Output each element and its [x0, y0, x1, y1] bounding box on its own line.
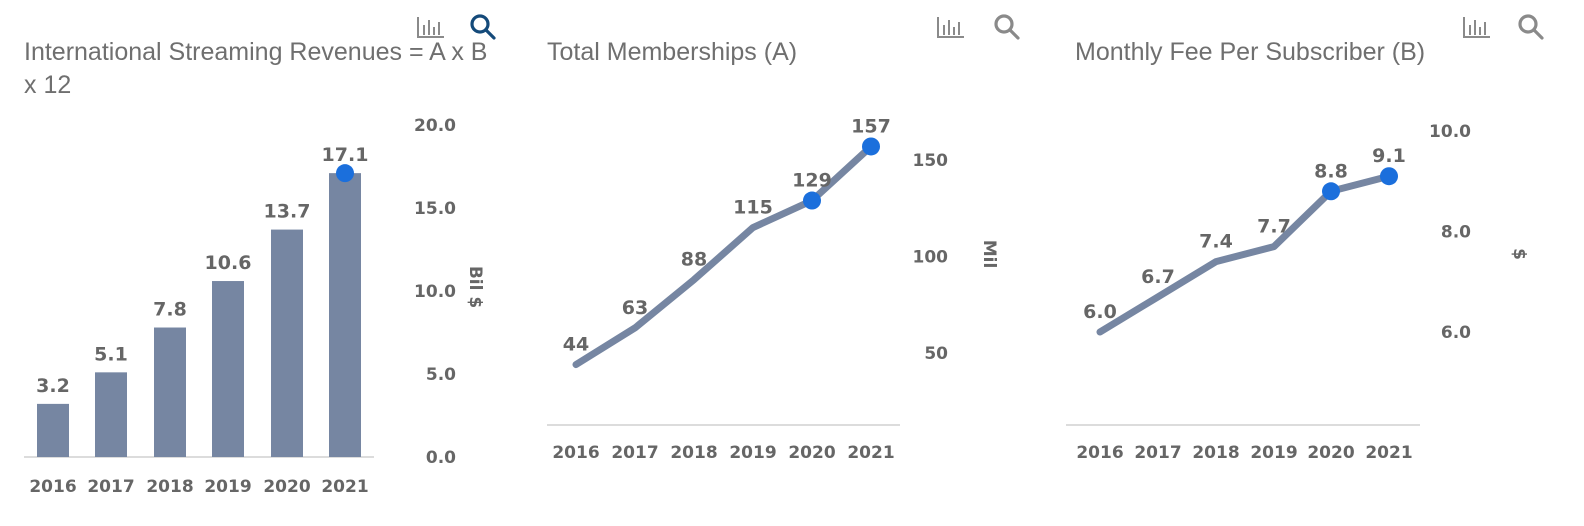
data-label: 7.8	[153, 299, 187, 321]
chart-title: Monthly Fee Per Subscriber (B)	[1075, 38, 1426, 66]
data-label: 5.1	[94, 343, 128, 365]
magnifier-icon[interactable]	[990, 10, 1024, 44]
chart-title: International Streaming Revenues = A x B…	[24, 38, 488, 99]
highlight-point	[862, 137, 880, 156]
y-tick-label: 8.0	[1441, 223, 1471, 243]
data-label: 7.7	[1257, 216, 1291, 238]
y-axis-unit-label: Mil	[979, 240, 999, 269]
x-tick-label: 2019	[1250, 443, 1297, 463]
monthly-fee-line-chart: 6.0 8.0 10.0 $2016 2017 2018 2019 2020 2021 6.0 6.…	[1066, 122, 1529, 463]
data-label: 44	[563, 334, 589, 356]
y-tick-label: 20.0	[414, 116, 456, 136]
monthly-fee-chart-panel: Monthly Fee Per Subscriber (B) 6.0 8.0 10.…	[1056, 0, 1584, 526]
data-label: 10.6	[205, 252, 252, 274]
chart-title: Total Memberships (A)	[547, 38, 798, 66]
x-tick-label: 2018	[146, 477, 193, 497]
bar-chart-icon[interactable]	[1460, 10, 1494, 44]
bar	[271, 229, 303, 457]
data-label: 63	[622, 297, 648, 319]
data-label: 88	[681, 249, 707, 271]
y-tick-label: 0.0	[426, 448, 456, 468]
y-axis-unit-label: $	[1509, 248, 1529, 260]
revenue-chart-panel: International Streaming Revenues = A x B…	[0, 0, 528, 526]
highlight-point	[1322, 182, 1340, 201]
bar	[154, 327, 186, 457]
x-tick-label: 2017	[611, 443, 658, 463]
data-label: 8.8	[1314, 160, 1348, 182]
x-tick-label: 2021	[1365, 443, 1412, 463]
data-label: 6.0	[1083, 301, 1117, 323]
bar-chart-icon[interactable]	[414, 10, 448, 44]
x-tick-label: 2018	[1192, 443, 1239, 463]
bar	[329, 173, 361, 457]
bar	[95, 372, 127, 457]
bar	[212, 281, 244, 457]
y-tick-label: 10.0	[414, 282, 456, 302]
x-tick-label: 2019	[204, 477, 251, 497]
data-label: 115	[733, 197, 773, 219]
x-tick-label: 2020	[1307, 443, 1354, 463]
x-tick-label: 2017	[87, 477, 134, 497]
data-label: 17.1	[322, 144, 369, 166]
x-tick-label: 2016	[552, 443, 599, 463]
data-label: 129	[792, 170, 832, 192]
y-tick-label: 6.0	[1441, 323, 1471, 343]
data-label: 7.4	[1199, 231, 1233, 253]
highlight-point	[803, 191, 821, 210]
y-tick-label: 100	[913, 248, 949, 268]
magnifier-icon[interactable]	[1514, 10, 1548, 44]
memberships-chart-panel: Total Memberships (A) 50 100 150 Mil 2016 201…	[528, 0, 1056, 526]
data-label: 9.1	[1372, 145, 1406, 167]
magnifier-icon[interactable]	[466, 10, 500, 44]
data-label: 13.7	[264, 201, 311, 223]
data-label: 3.2	[36, 375, 70, 397]
y-tick-label: 50	[924, 344, 948, 364]
x-tick-label: 2021	[321, 477, 368, 497]
x-tick-label: 2019	[729, 443, 776, 463]
memberships-line-chart: 50 100 150 Mil 2016 2017 2018 2019 2020 2021 44 63 8…	[547, 115, 999, 463]
highlight-point	[336, 164, 354, 183]
y-tick-label: 150	[913, 151, 949, 171]
data-label: 6.7	[1141, 266, 1175, 288]
y-tick-label: 5.0	[426, 365, 456, 385]
revenue-bar-chart: 0.0 5.0 10.0 15.0 20.0 Bil $ 2016 2017 2018 2019 2…	[24, 116, 485, 497]
y-tick-label: 10.0	[1429, 122, 1471, 142]
y-tick-label: 15.0	[414, 199, 456, 219]
x-tick-label: 2016	[29, 477, 76, 497]
bar-chart-icon[interactable]	[934, 10, 968, 44]
x-tick-label: 2017	[1134, 443, 1181, 463]
bar	[37, 403, 69, 457]
x-tick-label: 2020	[788, 443, 835, 463]
x-tick-label: 2021	[847, 443, 894, 463]
x-tick-label: 2018	[670, 443, 717, 463]
series-line	[1096, 172, 1393, 336]
series-line	[572, 142, 875, 369]
data-label: 157	[851, 115, 891, 137]
highlight-point	[1380, 167, 1398, 186]
x-tick-label: 2016	[1076, 443, 1123, 463]
x-tick-label: 2020	[263, 477, 310, 497]
y-axis-unit-label: Bil $	[465, 266, 485, 308]
